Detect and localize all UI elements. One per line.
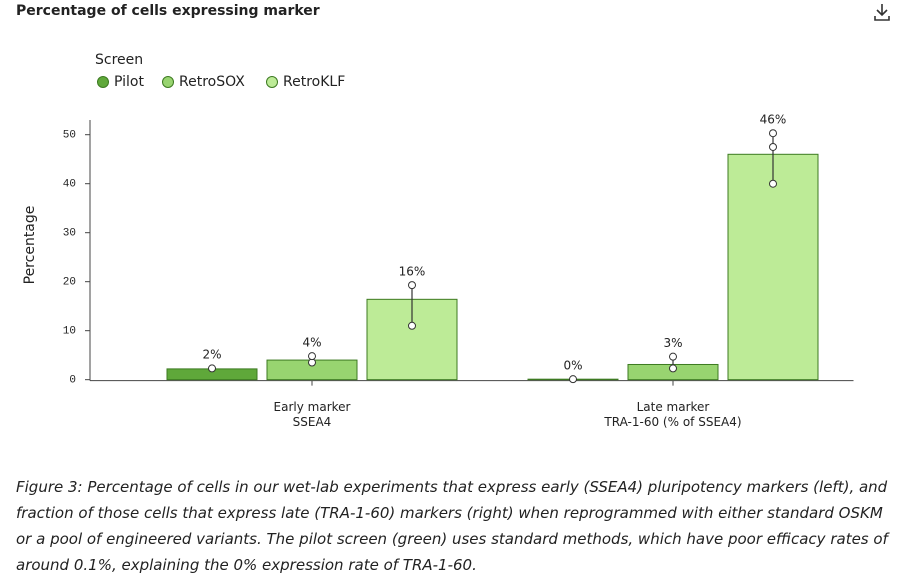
replicate-point: [208, 364, 216, 373]
legend-marker: [97, 76, 109, 88]
replicate-point: [669, 352, 677, 361]
value-label: 4%: [302, 336, 321, 350]
download-icon[interactable]: [874, 4, 890, 21]
replicate-point: [308, 352, 316, 361]
replicate-point: [769, 179, 777, 188]
legend-label: Pilot: [114, 74, 144, 90]
x-tick-label: Late marker TRA-1-60 (% of SSEA4): [604, 400, 742, 429]
bar: [727, 153, 819, 381]
legend-marker: [266, 76, 278, 88]
bar: [366, 298, 458, 381]
legend-label: RetroSOX: [179, 74, 245, 90]
value-label: 2%: [202, 347, 221, 361]
y-axis-label: Percentage: [22, 206, 38, 285]
legend-title: Screen: [95, 52, 143, 68]
replicate-point: [769, 142, 777, 151]
y-tick-label: 0: [69, 375, 76, 387]
replicate-point: [408, 321, 416, 330]
download-button[interactable]: [874, 4, 890, 21]
chart-title: Percentage of cells expressing marker: [16, 3, 320, 19]
x-tick-label: Early marker SSEA4: [273, 400, 351, 429]
replicate-point: [669, 364, 677, 373]
value-label: 16%: [399, 265, 426, 279]
replicate-point: [408, 281, 416, 290]
chart: Percentage of cells expressing marker Sc…: [16, 3, 890, 387]
value-label: 3%: [663, 336, 682, 350]
replicate-point: [769, 129, 777, 138]
y-tick-label: 40: [63, 179, 76, 191]
legend-label: RetroKLF: [283, 74, 345, 90]
legend-marker: [162, 76, 174, 88]
y-tick-label: 20: [63, 277, 76, 289]
y-tick-label: 50: [63, 130, 76, 142]
y-tick-label: 30: [63, 228, 76, 240]
replicate-point: [569, 375, 577, 384]
value-label: 0%: [563, 359, 582, 373]
caption: Figure 3: Percentage of cells in our wet…: [16, 478, 888, 574]
value-label: 46%: [760, 113, 787, 127]
y-tick-label: 10: [63, 326, 76, 338]
